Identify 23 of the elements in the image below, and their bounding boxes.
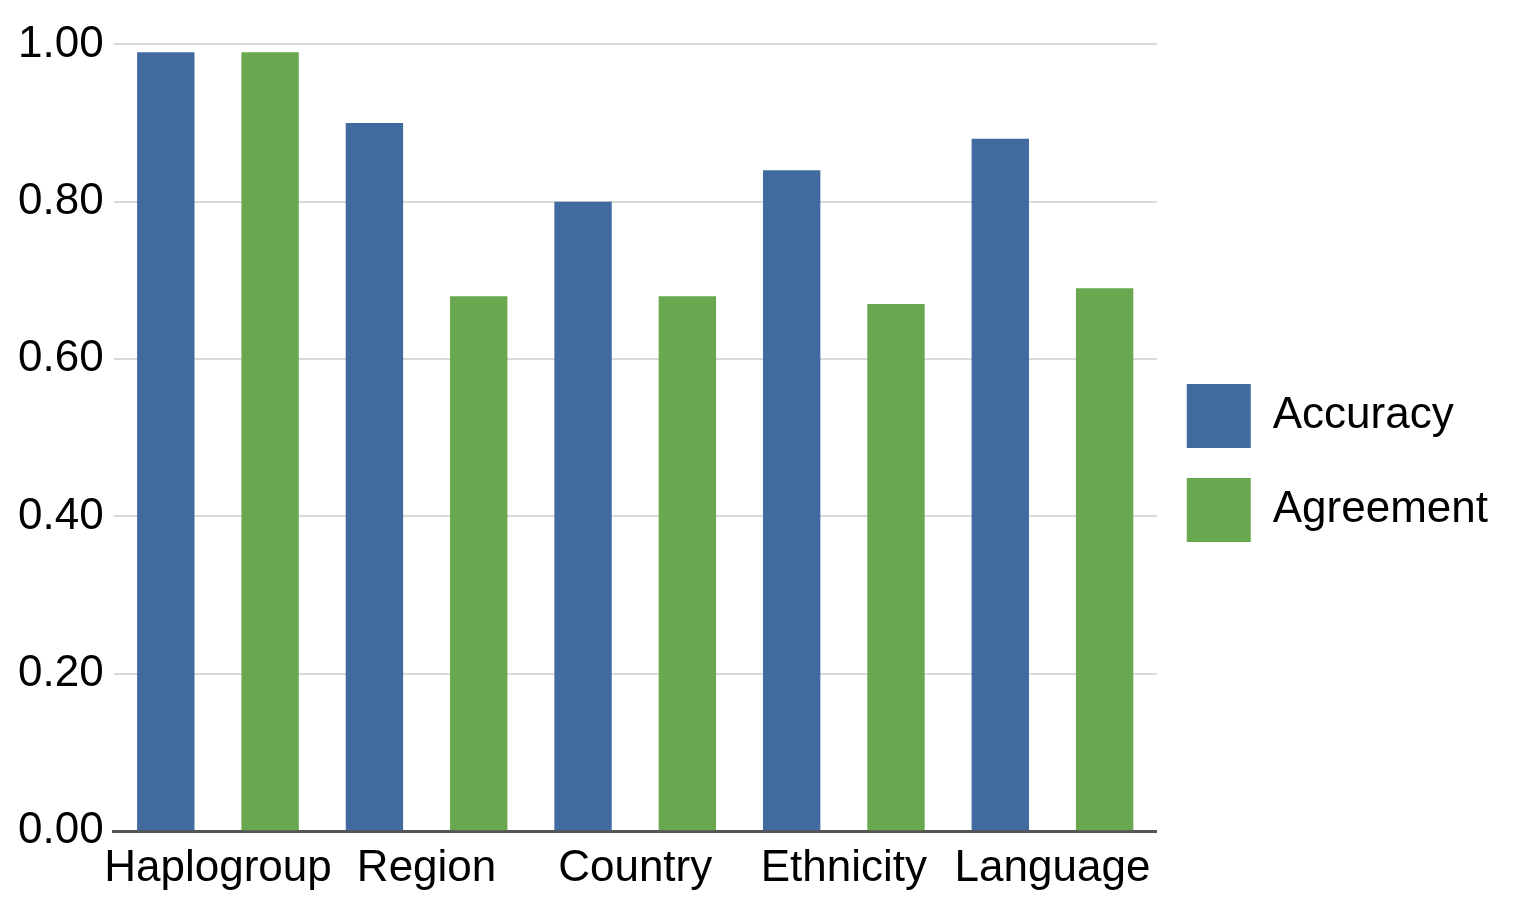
y-tick-label: 0.00 bbox=[18, 803, 104, 853]
x-tick-label: Country bbox=[558, 840, 713, 890]
y-tick-label: 0.20 bbox=[18, 645, 104, 695]
y-tick-label: 0.40 bbox=[18, 488, 104, 538]
bar bbox=[450, 296, 508, 831]
x-tick-label: Ethnicity bbox=[760, 840, 927, 890]
bar bbox=[971, 138, 1029, 831]
bar bbox=[554, 201, 612, 831]
bar bbox=[1075, 288, 1134, 831]
bar bbox=[345, 123, 404, 831]
bar bbox=[137, 52, 195, 831]
x-tick-label: Haplogroup bbox=[104, 840, 332, 890]
legend-label: Accuracy bbox=[1272, 388, 1454, 438]
bar bbox=[241, 52, 299, 831]
bar bbox=[867, 304, 925, 831]
y-tick-label: 0.80 bbox=[18, 173, 104, 223]
x-tick-label: Region bbox=[356, 840, 497, 890]
y-tick-label: 0.60 bbox=[18, 331, 104, 381]
y-tick-label: 1.00 bbox=[18, 16, 104, 66]
x-tick-label: Language bbox=[954, 840, 1151, 890]
bar bbox=[658, 296, 717, 831]
bar bbox=[762, 170, 821, 831]
legend-label: Agreement bbox=[1272, 482, 1488, 532]
